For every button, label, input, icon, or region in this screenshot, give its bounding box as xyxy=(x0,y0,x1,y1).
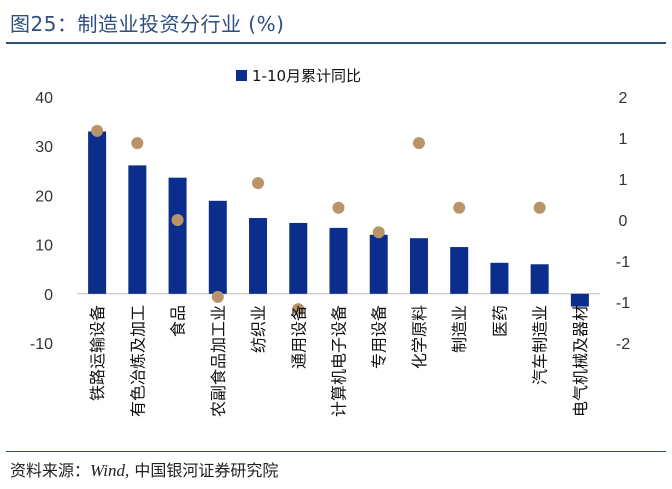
y-left-tick: 10 xyxy=(35,238,53,255)
bar-6 xyxy=(329,227,348,294)
source-org: 中国银河证券研究院 xyxy=(134,461,279,480)
category-label-8: 化学原料 xyxy=(410,305,429,369)
bar-4 xyxy=(249,218,268,294)
y-left-tick: 30 xyxy=(35,139,53,156)
y-left-tick: 20 xyxy=(35,188,53,205)
category-label-10: 医药 xyxy=(490,305,509,337)
bar-1 xyxy=(128,165,147,294)
bar-5 xyxy=(289,222,308,294)
y-left-tick: -10 xyxy=(30,336,53,353)
bar-2 xyxy=(168,177,187,294)
category-label-2: 食品 xyxy=(169,305,188,337)
dot-2 xyxy=(171,214,184,226)
dot-0 xyxy=(91,124,104,137)
category-label-9: 制造业 xyxy=(450,305,469,353)
dot-1 xyxy=(131,137,144,150)
dot-6 xyxy=(332,201,345,214)
y-right-tick: -2 xyxy=(616,336,630,353)
title-divider xyxy=(6,42,666,44)
chart-title: 图25：制造业投资分行业 (%) xyxy=(10,12,285,36)
category-label-3: 农副食品加工业 xyxy=(209,305,228,417)
dot-5 xyxy=(292,303,305,316)
dot-11 xyxy=(533,201,546,214)
legend-label: 1-10月累计同比 xyxy=(252,67,361,85)
bar-8 xyxy=(409,238,428,294)
category-label-5: 通用设备 xyxy=(289,305,308,369)
legend-swatch xyxy=(236,70,247,81)
category-label-1: 有色冶炼及加工 xyxy=(128,305,147,417)
y-right-tick: -1 xyxy=(616,254,630,271)
y-right-tick: 1 xyxy=(619,172,628,189)
source-wind: Wind, xyxy=(90,461,130,480)
category-label-0: 铁路运输设备 xyxy=(88,305,107,401)
y-right-tick: 2 xyxy=(619,90,628,107)
footer-divider xyxy=(6,451,666,452)
y-right-tick: 0 xyxy=(619,213,628,230)
y-left-tick: 40 xyxy=(35,90,53,107)
bar-7 xyxy=(369,234,388,294)
source-note: 资料来源：Wind, 中国银河证券研究院 xyxy=(10,457,278,481)
source-prefix: 资料来源： xyxy=(10,461,91,480)
dot-7 xyxy=(372,226,385,239)
y-left-tick: 0 xyxy=(44,287,53,304)
dot-9 xyxy=(453,201,466,214)
dot-8 xyxy=(412,137,425,150)
bar-3 xyxy=(208,200,227,294)
y-right-tick: -1 xyxy=(616,295,630,312)
category-label-12: 电气机械及器材 xyxy=(571,305,590,417)
bar-12 xyxy=(570,293,589,307)
bar-0 xyxy=(88,131,107,294)
y-right-tick: 1 xyxy=(619,131,628,148)
bar-11 xyxy=(530,264,549,294)
dot-3 xyxy=(211,290,224,303)
category-label-11: 汽车制造业 xyxy=(531,305,550,385)
dot-4 xyxy=(252,177,265,190)
bar-10 xyxy=(490,262,509,294)
category-label-4: 纺织业 xyxy=(249,305,268,353)
category-label-6: 计算机电子设备 xyxy=(330,305,349,417)
category-label-7: 专用设备 xyxy=(370,305,389,369)
bar-9 xyxy=(450,247,469,294)
